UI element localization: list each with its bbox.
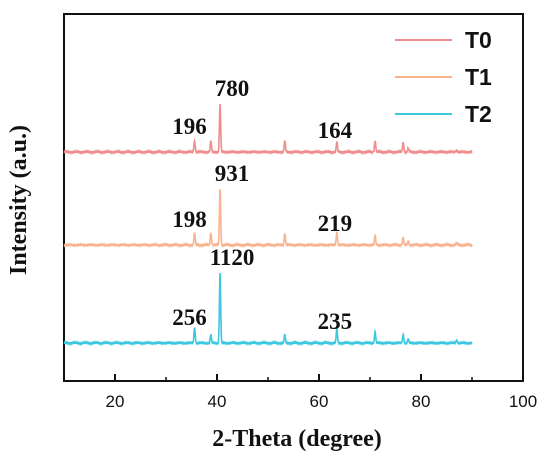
x-tick-label: 20 (106, 392, 125, 411)
peak-label: 164 (318, 118, 353, 143)
peak-label: 780 (215, 76, 250, 101)
axes: 20 40 60 80 100 (63, 13, 537, 411)
legend-label-t1: T1 (465, 64, 492, 90)
annotation-layer: 196 780 164 198 931 219 256 1120 235 (172, 76, 352, 334)
peak-label: 235 (318, 309, 353, 334)
series-line-t1 (63, 188, 473, 249)
x-tick-label: 100 (509, 392, 537, 411)
peak-label: 198 (172, 207, 207, 232)
series-line-t2 (63, 272, 473, 347)
series-layer (63, 104, 473, 347)
peak-label: 219 (318, 211, 353, 236)
peak-label: 931 (215, 161, 250, 186)
legend: T0 T1 T2 (395, 27, 492, 127)
plot-frame (63, 13, 524, 382)
x-tick-label: 60 (310, 392, 329, 411)
x-tick-label: 40 (208, 392, 227, 411)
series-line-t0 (63, 104, 473, 156)
peak-label: 196 (172, 114, 207, 139)
legend-label-t2: T2 (465, 101, 492, 127)
peak-label: 1120 (210, 245, 255, 270)
x-tick-label: 80 (412, 392, 431, 411)
peak-label: 256 (172, 305, 207, 330)
x-axis-title: 2-Theta (degree) (212, 426, 382, 452)
legend-label-t0: T0 (465, 27, 492, 53)
y-axis-title: Intensity (a.u.) (6, 125, 32, 275)
